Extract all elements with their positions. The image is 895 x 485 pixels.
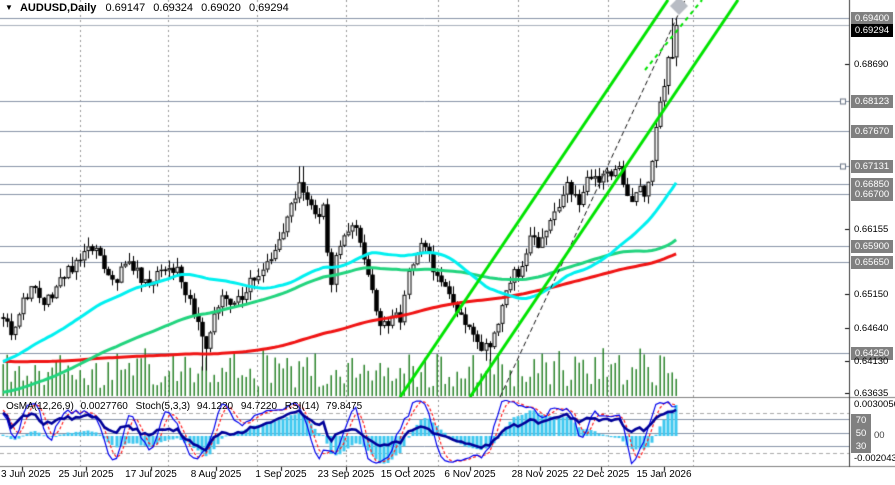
rsi-value: 79.8475 (326, 401, 363, 412)
ohlc-low: 0.69020 (201, 2, 241, 14)
osma-value: 0.0027760 (80, 401, 128, 412)
time-axis-label: 8 Aug 2025 (190, 469, 242, 480)
time-axis-label: 15 Jan 2026 (636, 469, 692, 480)
indicator-axis-label: 0.0030056 (854, 398, 895, 410)
price-axis-label: 0.64130 (854, 355, 889, 367)
price-axis-label: 0.64250 (851, 346, 893, 360)
pane-splitter[interactable] (0, 396, 895, 400)
price-axis-label: 0.63635 (854, 387, 889, 399)
price-axis-label: 0.69400 (851, 11, 893, 25)
chart-title: ▼ AUDUSD,Daily 0.69147 0.69324 0.69020 0… (5, 2, 294, 14)
indicator-axis-label: 30 (851, 439, 871, 453)
time-axis-label: 6 Nov 2025 (444, 469, 496, 480)
ohlc-open: 0.69147 (105, 2, 146, 14)
indicator-axis-label: 00 (874, 429, 885, 441)
ohlc-close: 0.69294 (248, 2, 289, 14)
time-axis-label: 22 Dec 2025 (572, 469, 630, 480)
price-axis-label: 0.65650 (851, 255, 893, 269)
price-axis-label: 0.64640 (854, 322, 889, 334)
price-axis-label: 0.66700 (851, 187, 893, 201)
time-axis-label: 3 Jun 2025 (1, 469, 51, 480)
price-axis-label: 0.68123 (851, 94, 893, 108)
time-axis-label: 23 Sep 2025 (317, 469, 375, 480)
indicator-header: OsMA(12,26,9) 0.0027760 Stoch(5,3,3) 94.… (6, 401, 367, 412)
indicator-axis-label: -0.0020434 (854, 452, 895, 464)
price-axis-label: 0.65150 (854, 288, 889, 300)
stoch-main-value: 94.1220 (196, 401, 234, 412)
price-axis-label: 0.67670 (851, 124, 893, 138)
stoch-signal-value: 94.7220 (240, 401, 278, 412)
ohlc-high: 0.69324 (153, 2, 194, 14)
stoch-name: Stoch(5,3,3) (135, 401, 191, 412)
indicator-axis-label: 50 (851, 426, 871, 440)
time-axis[interactable]: 3 Jun 2025 25 Jun 2025 17 Jul 2025 8 Aug 20… (0, 468, 895, 485)
indicator-axis-label: 70 (851, 413, 871, 427)
price-axis[interactable]: 0.69400 0.68123 0.67670 0.67131 0.66850 0.667… (850, 0, 895, 467)
rsi-name: RSI(14) (284, 401, 320, 412)
osma-name: OsMA(12,26,9) (6, 401, 74, 412)
price-axis-label: 0.66155 (854, 223, 889, 235)
symbol-period-label: AUDUSD,Daily (19, 2, 97, 14)
price-axis-label: 0.68690 (854, 58, 889, 70)
symbol-dropdown-icon[interactable]: ▼ (5, 3, 13, 12)
time-axis-label: 28 Nov 2025 (511, 469, 569, 480)
price-axis-label: 0.66850 (851, 177, 893, 191)
time-axis-label: 1 Sep 2025 (255, 469, 307, 480)
price-axis-label: 0.67131 (851, 159, 893, 173)
time-axis-label: 25 Jun 2025 (58, 469, 114, 480)
price-axis-label: 0.69294 (851, 24, 893, 37)
time-axis-label: 15 Oct 2025 (380, 469, 436, 480)
price-axis-label: 0.65900 (851, 239, 893, 253)
time-axis-label: 17 Jul 2025 (125, 469, 177, 480)
